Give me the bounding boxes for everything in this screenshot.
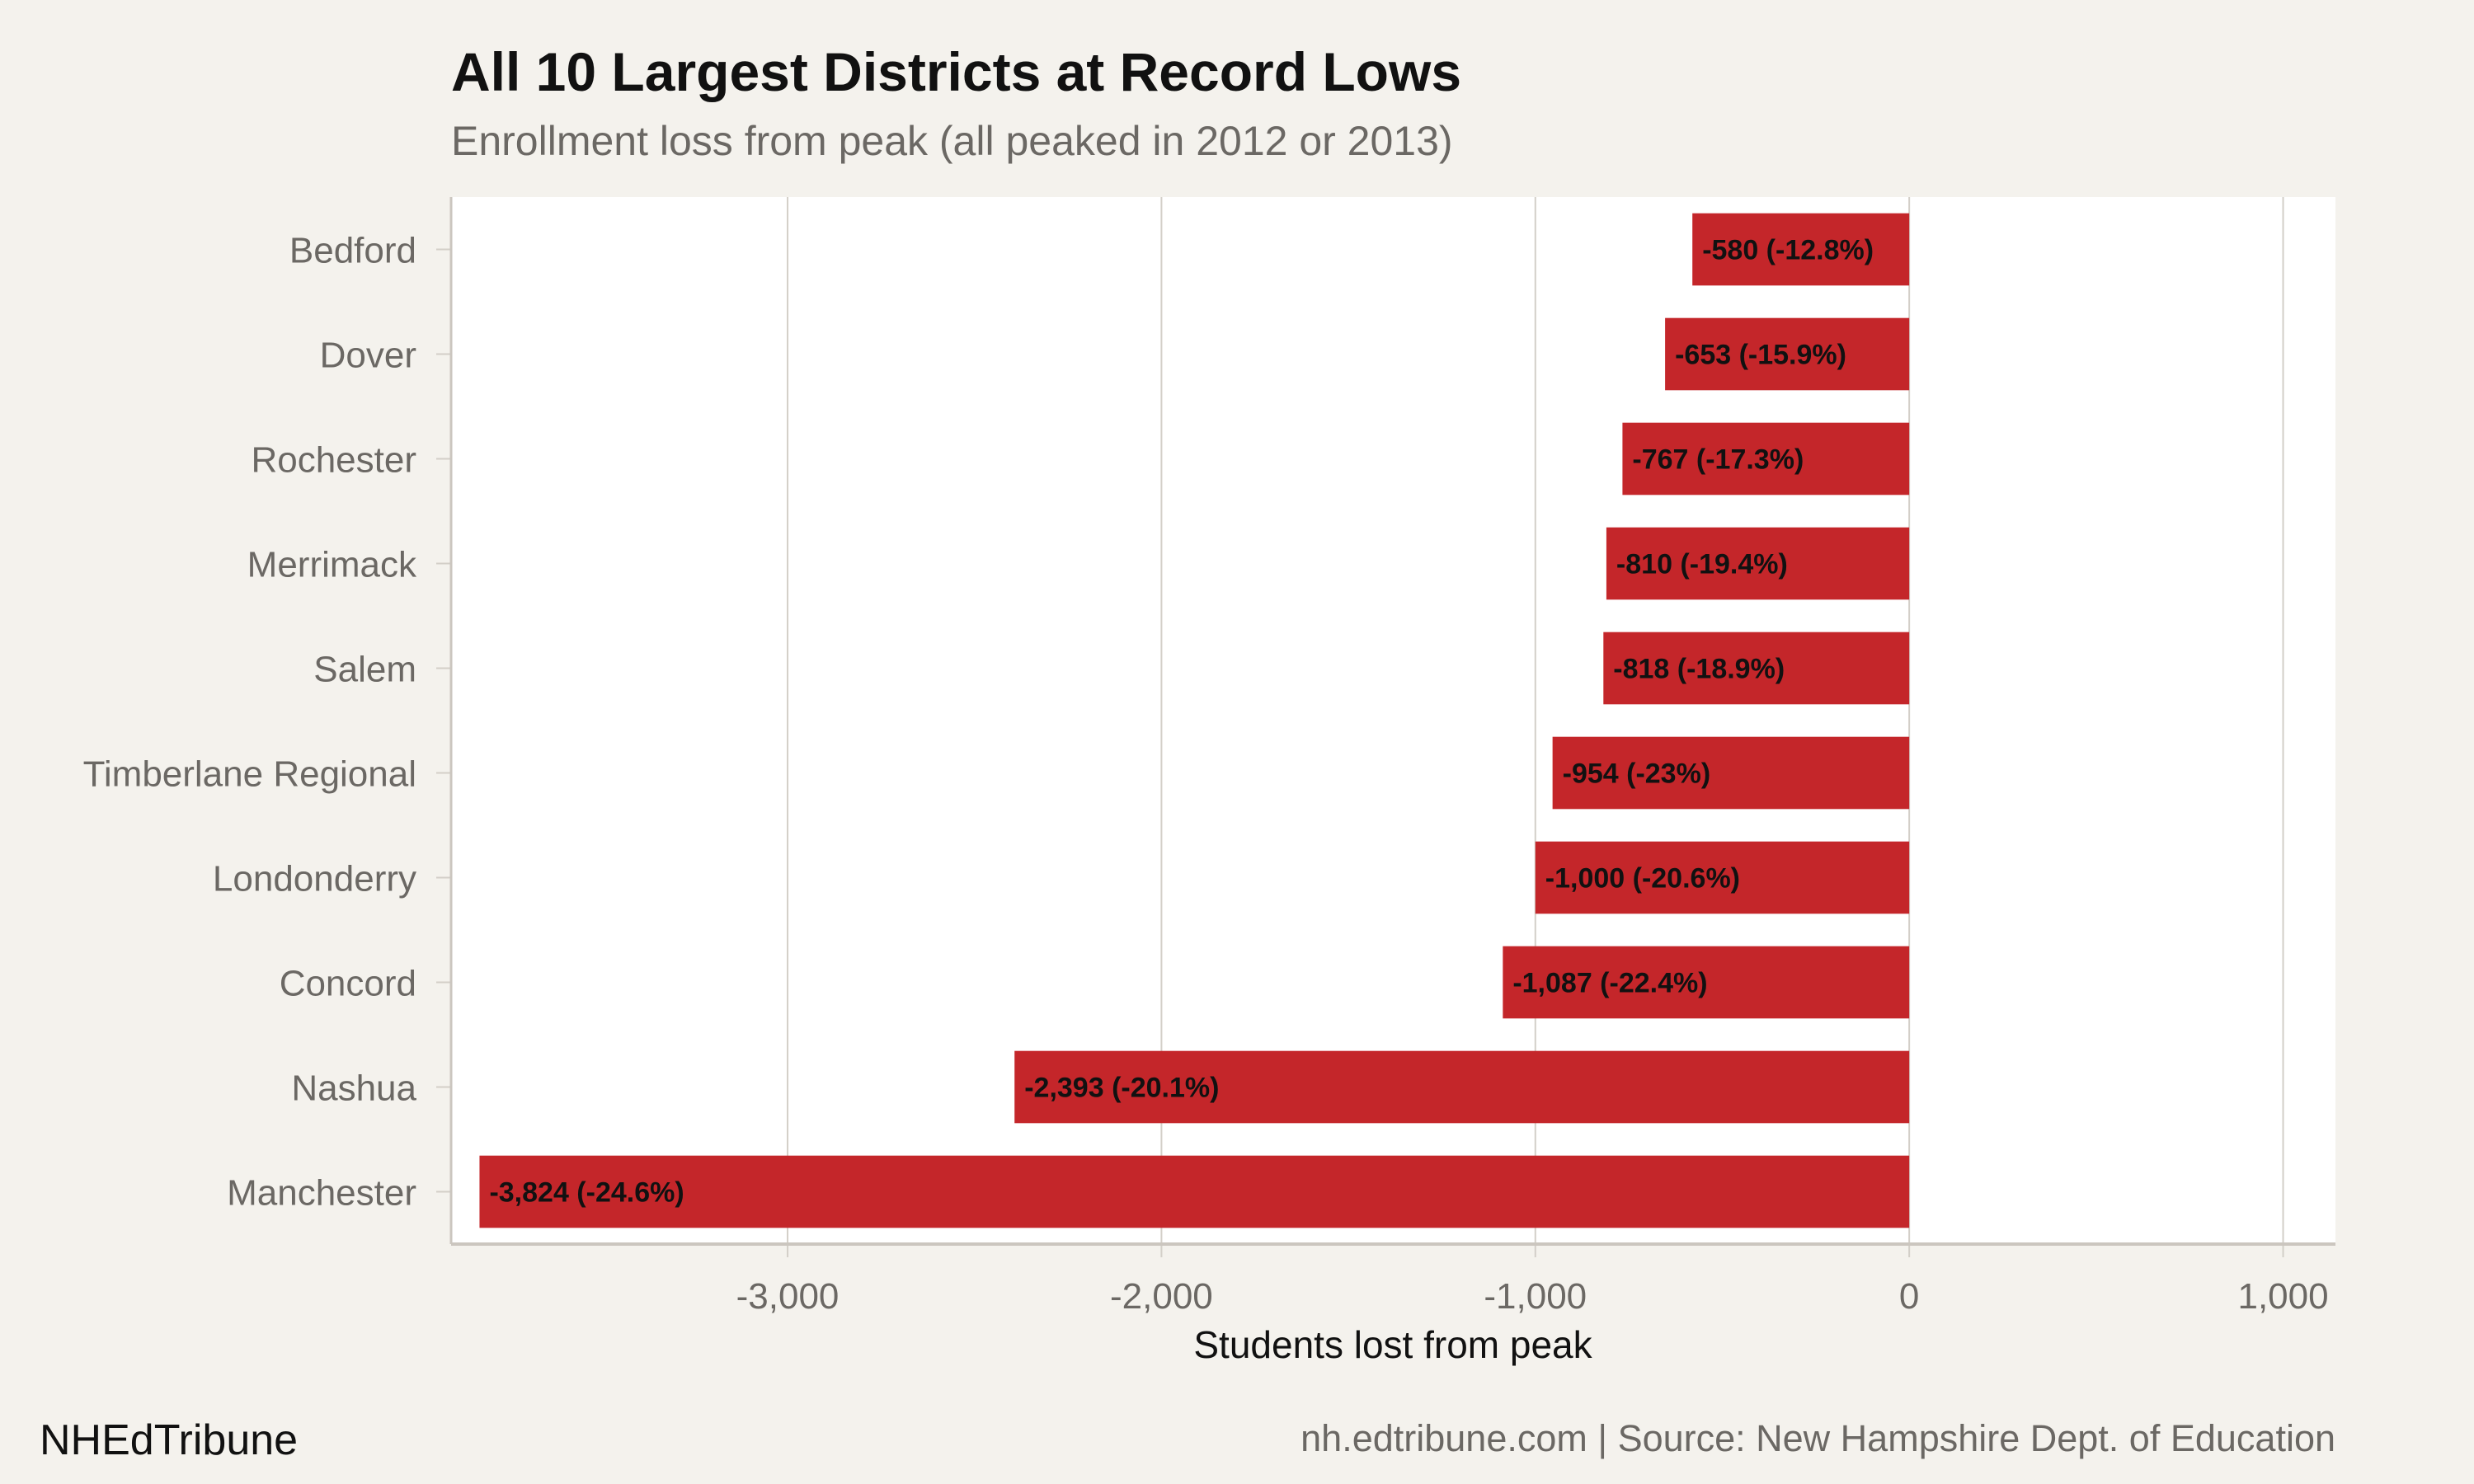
chart-title: All 10 Largest Districts at Record Lows: [451, 41, 1461, 102]
bar: [1603, 632, 1910, 705]
x-tick-label: 0: [1899, 1276, 1919, 1317]
data-label: -810 (-19.4%): [1616, 549, 1788, 580]
data-label: -954 (-23%): [1563, 758, 1711, 790]
y-tick-label: Timberlane Regional: [83, 754, 416, 795]
bar: [1552, 736, 1910, 810]
y-tick-label: Dover: [320, 336, 416, 376]
y-tick-label: Salem: [313, 650, 416, 690]
data-label: -580 (-12.8%): [1702, 235, 1874, 266]
bars: -580 (-12.8%) -653 (-15.9%) -767 (-17.3%) -…: [479, 213, 1910, 1228]
bar: [1535, 841, 1910, 914]
data-label: -767 (-17.3%): [1632, 444, 1804, 476]
x-tick-label: -3,000: [736, 1276, 840, 1317]
y-tick-label: Rochester: [251, 440, 416, 481]
y-tick-label: Bedford: [289, 231, 416, 271]
footer-brand: NHEdTribune: [40, 1416, 298, 1464]
x-axis-title: Students lost from peak: [1193, 1323, 1592, 1366]
bar: [1665, 317, 1910, 391]
x-tick-label: 1,000: [2237, 1276, 2328, 1317]
bar: [1014, 1050, 1910, 1124]
bar: [1692, 213, 1910, 286]
y-tick-label: Concord: [280, 964, 416, 1004]
bar: [1606, 527, 1910, 600]
data-label: -653 (-15.9%): [1675, 340, 1846, 371]
y-tick-label: Nashua: [291, 1068, 416, 1109]
bar: [1503, 946, 1910, 1019]
y-axis-labels: Bedford Dover Rochester Merrimack Salem Timbe…: [83, 231, 451, 1214]
data-label: -3,824 (-24.6%): [489, 1177, 684, 1209]
data-label: -818 (-18.9%): [1613, 654, 1785, 685]
y-tick-label: Manchester: [227, 1173, 416, 1214]
data-label: -1,087 (-22.4%): [1512, 968, 1707, 999]
x-tick-label: -1,000: [1484, 1276, 1587, 1317]
bar: [1622, 422, 1910, 495]
x-tick-label: -2,000: [1110, 1276, 1213, 1317]
chart-subtitle: Enrollment loss from peak (all peaked in…: [451, 118, 1453, 164]
y-tick-label: Londonderry: [213, 859, 416, 899]
bar: [479, 1155, 1910, 1228]
data-label: -2,393 (-20.1%): [1024, 1073, 1219, 1104]
footer-source: nh.edtribune.com | Source: New Hampshire…: [1300, 1417, 2335, 1459]
x-axis: -3,000 -2,000 -1,000 0 1,000: [449, 197, 2335, 1317]
data-label: -1,000 (-20.6%): [1545, 863, 1740, 895]
y-tick-label: Merrimack: [247, 545, 417, 585]
